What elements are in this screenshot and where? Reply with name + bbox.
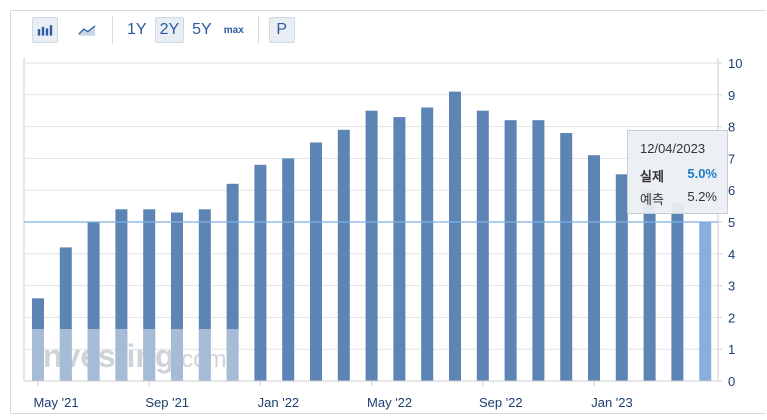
watermark-overlay bbox=[143, 329, 156, 381]
bar bbox=[421, 107, 434, 381]
area-chart-icon[interactable] bbox=[74, 17, 100, 43]
period-2y-button[interactable]: 2Y bbox=[154, 17, 185, 43]
x-tick-label: Sep '22 bbox=[479, 395, 523, 410]
bar bbox=[643, 190, 656, 381]
bar bbox=[198, 209, 211, 381]
watermark-overlay bbox=[226, 329, 239, 381]
bar bbox=[254, 164, 267, 381]
chart-toolbar: 1Y 2Y 5Y max P bbox=[10, 10, 767, 50]
y-tick-label: 9 bbox=[728, 88, 735, 103]
watermark-overlay bbox=[171, 329, 183, 381]
y-tick-label: 6 bbox=[728, 183, 735, 198]
bar bbox=[504, 120, 517, 381]
tooltip-actual-row: 실제 5.0% bbox=[640, 166, 717, 185]
bar bbox=[532, 120, 545, 381]
y-tick-label: 2 bbox=[728, 310, 735, 325]
tooltip-actual-value: 5.0% bbox=[687, 166, 717, 181]
tooltip-forecast-label: 예측 bbox=[640, 192, 664, 207]
data-tooltip: 12/04/2023 실제 5.0% 예측 5.2% bbox=[627, 130, 728, 214]
y-tick-label: 7 bbox=[728, 151, 735, 166]
bar bbox=[449, 91, 461, 381]
bar bbox=[588, 155, 600, 381]
y-tick-label: 4 bbox=[728, 247, 735, 262]
tooltip-forecast-row: 예측 5.2% bbox=[640, 189, 717, 208]
y-tick-label: 0 bbox=[728, 374, 735, 389]
bar bbox=[476, 110, 489, 381]
y-tick-label: 5 bbox=[728, 215, 735, 230]
y-tick-label: 1 bbox=[728, 342, 735, 357]
bar bbox=[87, 222, 100, 381]
x-tick-label: May '22 bbox=[367, 395, 412, 410]
bar bbox=[310, 142, 322, 381]
watermark-overlay bbox=[87, 329, 100, 381]
chart-frame bbox=[10, 10, 766, 414]
bar bbox=[32, 298, 44, 381]
bar bbox=[671, 202, 684, 381]
p-button[interactable]: P bbox=[268, 17, 295, 43]
bar bbox=[143, 209, 156, 381]
toolbar-divider bbox=[257, 16, 259, 44]
bar bbox=[59, 247, 72, 381]
bar-chart-icon[interactable] bbox=[32, 17, 58, 43]
x-tick-label: Jan '23 bbox=[591, 395, 633, 410]
watermark-overlay bbox=[59, 329, 72, 381]
tooltip-date: 12/04/2023 bbox=[640, 141, 706, 156]
bar bbox=[337, 129, 350, 381]
bar bbox=[699, 222, 712, 381]
y-tick-label: 3 bbox=[728, 279, 735, 294]
bar bbox=[282, 158, 295, 381]
bar bbox=[560, 133, 573, 381]
period-max-button[interactable]: max bbox=[223, 24, 244, 36]
x-tick-label: Sep '21 bbox=[145, 395, 189, 410]
bar bbox=[171, 212, 183, 381]
tooltip-actual-label: 실제 bbox=[640, 169, 664, 184]
period-5y-button[interactable]: 5Y bbox=[192, 21, 212, 38]
tooltip-forecast-value: 5.2% bbox=[687, 189, 717, 204]
bar bbox=[115, 209, 128, 381]
bar bbox=[615, 174, 628, 381]
bar bbox=[393, 117, 406, 381]
watermark-overlay bbox=[198, 329, 211, 381]
period-1y-button[interactable]: 1Y bbox=[127, 21, 147, 38]
bar bbox=[226, 183, 239, 381]
x-tick-label: May '21 bbox=[33, 395, 78, 410]
x-tick-label: Jan '22 bbox=[258, 395, 300, 410]
y-tick-label: 8 bbox=[728, 120, 735, 135]
watermark-overlay bbox=[115, 329, 128, 381]
y-tick-label: 10 bbox=[728, 56, 742, 71]
watermark-overlay bbox=[32, 329, 44, 381]
toolbar-divider bbox=[112, 16, 113, 44]
bar bbox=[365, 110, 378, 381]
